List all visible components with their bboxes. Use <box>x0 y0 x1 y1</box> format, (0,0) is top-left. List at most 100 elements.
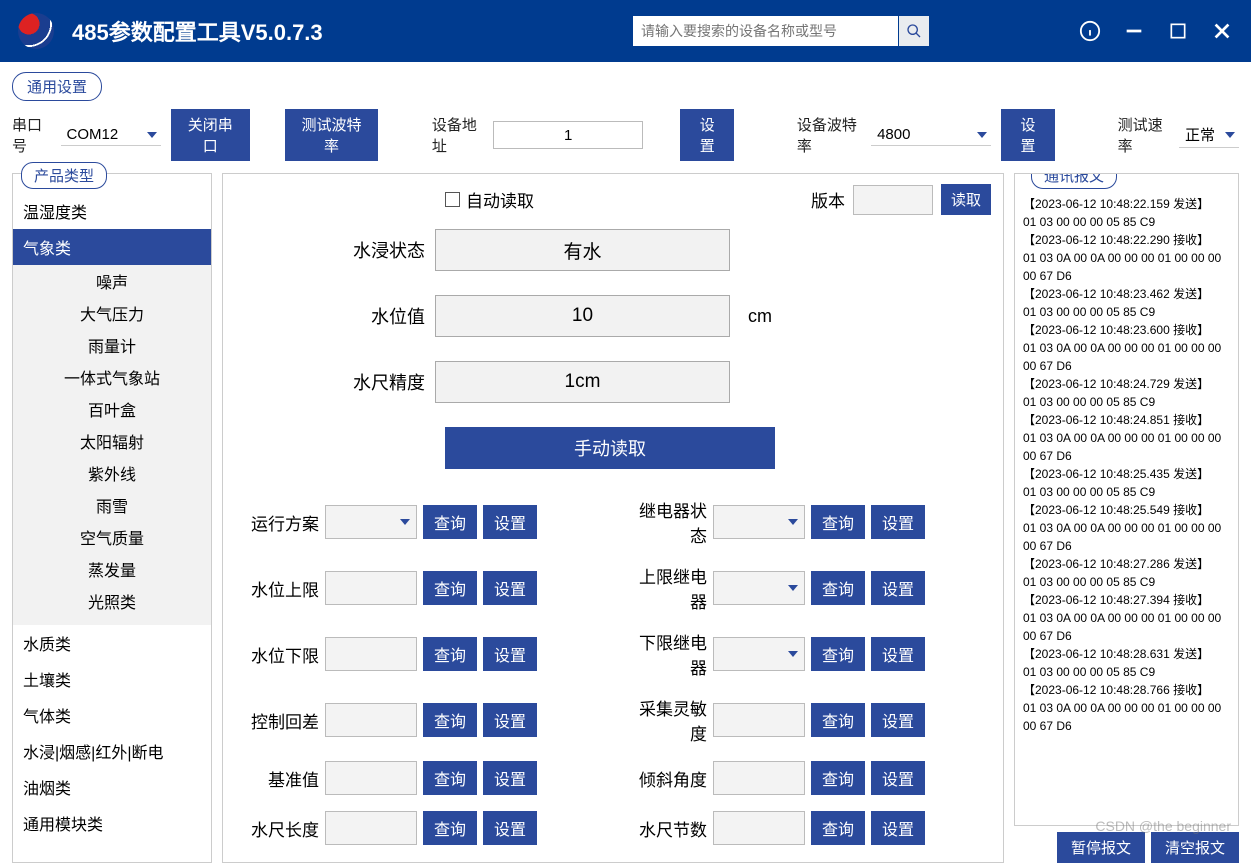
general-settings-tab[interactable]: 通用设置 <box>12 72 102 101</box>
test-rate-select[interactable]: 正常 <box>1179 122 1239 148</box>
port-select[interactable]: COM12 <box>61 124 161 146</box>
category-item[interactable]: 油烟类 <box>13 769 211 805</box>
subcategory-item[interactable]: 雨雪 <box>13 489 211 521</box>
param-input[interactable] <box>325 811 417 845</box>
test-rate-label: 测试速率 <box>1118 114 1169 156</box>
query-button[interactable]: 查询 <box>811 761 865 795</box>
read-version-button[interactable]: 读取 <box>941 184 991 215</box>
version-input[interactable] <box>853 185 933 215</box>
query-button[interactable]: 查询 <box>423 703 477 737</box>
query-button[interactable]: 查询 <box>811 637 865 671</box>
set-button[interactable]: 设置 <box>871 703 925 737</box>
log-line: 【2023-06-12 10:48:23.462 发送】 <box>1023 285 1230 303</box>
settings-bar: 串口号 COM12 关闭串口 测试波特率 设备地址 设置 设备波特率 4800 … <box>0 101 1251 173</box>
param-select[interactable] <box>325 505 417 539</box>
param-row: 水位下限 查询 设置 <box>235 629 603 679</box>
chevron-down-icon <box>977 132 987 138</box>
search-wrap <box>633 16 929 46</box>
close-port-button[interactable]: 关闭串口 <box>171 109 250 161</box>
log-line: 【2023-06-12 10:48:22.290 接收】 <box>1023 231 1230 249</box>
category-item[interactable]: 气体类 <box>13 697 211 733</box>
chevron-down-icon <box>788 519 798 525</box>
log-title: 通讯报文 <box>1031 173 1117 189</box>
subcategory-item[interactable]: 电子水尺 <box>13 617 211 625</box>
test-baud-button[interactable]: 测试波特率 <box>285 109 377 161</box>
param-input[interactable] <box>713 703 805 737</box>
log-line: 01 03 0A 00 0A 00 00 00 01 00 00 00 00 6… <box>1023 609 1230 645</box>
set-button[interactable]: 设置 <box>483 571 537 605</box>
category-item[interactable]: 通用模块类 <box>13 805 211 841</box>
category-item[interactable]: 气象类 <box>13 229 211 265</box>
info-button[interactable] <box>1079 20 1101 42</box>
close-button[interactable] <box>1211 20 1233 42</box>
port-label: 串口号 <box>12 114 51 156</box>
param-input[interactable] <box>713 761 805 795</box>
set-button[interactable]: 设置 <box>483 811 537 845</box>
subcategory-item[interactable]: 大气压力 <box>13 297 211 329</box>
category-item[interactable]: 水浸|烟感|红外|断电 <box>13 733 211 769</box>
set-button[interactable]: 设置 <box>871 571 925 605</box>
query-button[interactable]: 查询 <box>423 505 477 539</box>
log-line: 01 03 00 00 00 05 85 C9 <box>1023 393 1230 411</box>
auto-read-checkbox[interactable]: 自动读取 <box>445 187 534 212</box>
category-item[interactable]: 水质类 <box>13 625 211 661</box>
query-button[interactable]: 查询 <box>811 505 865 539</box>
log-line: 【2023-06-12 10:48:22.159 发送】 <box>1023 195 1230 213</box>
minimize-button[interactable] <box>1123 20 1145 42</box>
category-item[interactable]: 温湿度类 <box>13 193 211 229</box>
log-line: 【2023-06-12 10:48:27.286 发送】 <box>1023 555 1230 573</box>
subcategory-item[interactable]: 蒸发量 <box>13 553 211 585</box>
pause-log-button[interactable]: 暂停报文 <box>1057 832 1145 863</box>
param-input[interactable] <box>325 637 417 671</box>
device-addr-input[interactable] <box>493 121 643 149</box>
set-button[interactable]: 设置 <box>871 505 925 539</box>
param-input[interactable] <box>325 703 417 737</box>
device-baud-value: 4800 <box>877 126 910 143</box>
device-addr-label: 设备地址 <box>432 114 483 156</box>
set-button[interactable]: 设置 <box>483 703 537 737</box>
query-button[interactable]: 查询 <box>423 761 477 795</box>
set-baud-button[interactable]: 设置 <box>1001 109 1055 161</box>
subcategory-item[interactable]: 雨量计 <box>13 329 211 361</box>
param-select[interactable] <box>713 571 805 605</box>
param-input[interactable] <box>713 811 805 845</box>
subcategory-item[interactable]: 百叶盒 <box>13 393 211 425</box>
search-button[interactable] <box>899 16 929 46</box>
maximize-button[interactable] <box>1167 20 1189 42</box>
set-button[interactable]: 设置 <box>871 637 925 671</box>
manual-read-button[interactable]: 手动读取 <box>445 427 775 469</box>
query-button[interactable]: 查询 <box>811 703 865 737</box>
param-input[interactable] <box>325 761 417 795</box>
clear-log-button[interactable]: 清空报文 <box>1151 832 1239 863</box>
device-baud-select[interactable]: 4800 <box>871 124 991 146</box>
subcategory-item[interactable]: 空气质量 <box>13 521 211 553</box>
param-label: 下限继电器 <box>623 629 707 679</box>
set-button[interactable]: 设置 <box>483 761 537 795</box>
set-button[interactable]: 设置 <box>483 505 537 539</box>
query-button[interactable]: 查询 <box>423 637 477 671</box>
subcategory-item[interactable]: 一体式气象站 <box>13 361 211 393</box>
subcategory-item[interactable]: 太阳辐射 <box>13 425 211 457</box>
set-addr-button[interactable]: 设置 <box>680 109 734 161</box>
subcategory-item[interactable]: 光照类 <box>13 585 211 617</box>
subcategory-item[interactable]: 噪声 <box>13 265 211 297</box>
category-item[interactable]: 土壤类 <box>13 661 211 697</box>
set-button[interactable]: 设置 <box>483 637 537 671</box>
query-button[interactable]: 查询 <box>811 571 865 605</box>
query-button[interactable]: 查询 <box>423 811 477 845</box>
param-select[interactable] <box>713 637 805 671</box>
readout-value: 10 <box>435 295 730 337</box>
param-input[interactable] <box>325 571 417 605</box>
log-line: 01 03 00 00 00 05 85 C9 <box>1023 483 1230 501</box>
set-button[interactable]: 设置 <box>871 811 925 845</box>
param-label: 运行方案 <box>235 510 319 535</box>
search-input[interactable] <box>633 16 898 46</box>
checkbox-icon <box>445 192 460 207</box>
param-select[interactable] <box>713 505 805 539</box>
param-label: 水位上限 <box>235 576 319 601</box>
query-button[interactable]: 查询 <box>423 571 477 605</box>
set-button[interactable]: 设置 <box>871 761 925 795</box>
param-row: 继电器状态 查询 设置 <box>623 497 991 547</box>
query-button[interactable]: 查询 <box>811 811 865 845</box>
subcategory-item[interactable]: 紫外线 <box>13 457 211 489</box>
